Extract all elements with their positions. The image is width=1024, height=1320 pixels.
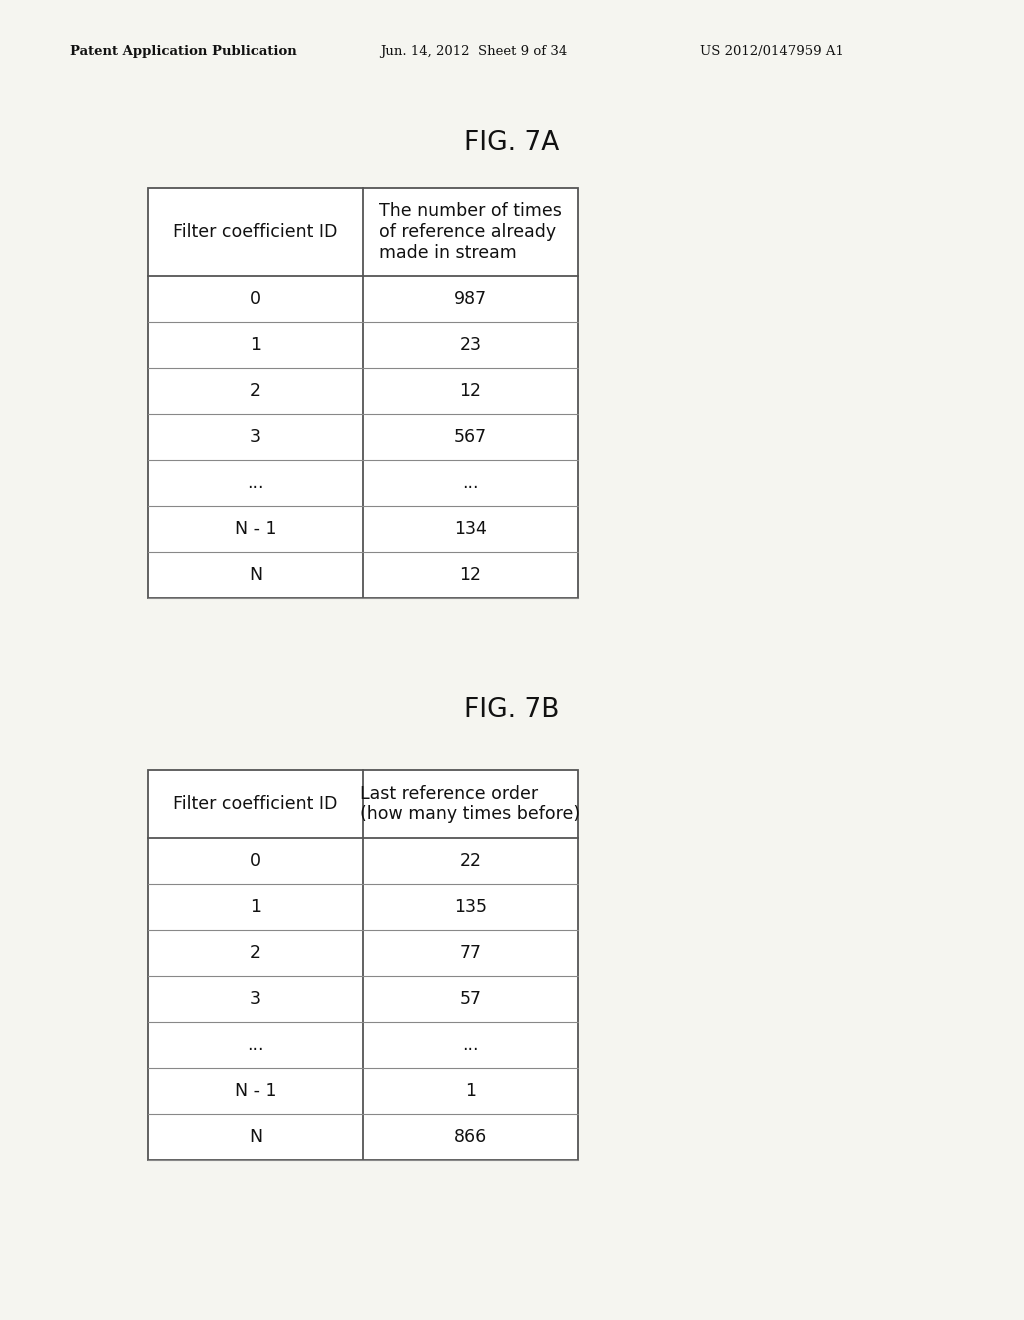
Text: 22: 22 [460, 851, 481, 870]
Text: US 2012/0147959 A1: US 2012/0147959 A1 [700, 45, 844, 58]
Text: 57: 57 [460, 990, 481, 1008]
Text: Patent Application Publication: Patent Application Publication [70, 45, 297, 58]
Text: ...: ... [462, 474, 479, 492]
Text: Filter coefficient ID: Filter coefficient ID [173, 223, 338, 242]
Text: 134: 134 [454, 520, 487, 539]
Text: N: N [249, 1129, 262, 1146]
Text: ...: ... [247, 1036, 264, 1053]
Text: 12: 12 [460, 566, 481, 583]
Text: Last reference order
(how many times before): Last reference order (how many times bef… [360, 784, 581, 824]
Text: 0: 0 [250, 851, 261, 870]
Text: 0: 0 [250, 290, 261, 308]
Text: The number of times
of reference already
made in stream: The number of times of reference already… [379, 202, 562, 261]
Text: 2: 2 [250, 381, 261, 400]
Text: 1: 1 [465, 1082, 476, 1100]
Text: 987: 987 [454, 290, 487, 308]
Text: N - 1: N - 1 [234, 1082, 276, 1100]
Text: ...: ... [247, 474, 264, 492]
Text: Jun. 14, 2012  Sheet 9 of 34: Jun. 14, 2012 Sheet 9 of 34 [380, 45, 567, 58]
Text: FIG. 7B: FIG. 7B [464, 697, 560, 723]
Text: ...: ... [462, 1036, 479, 1053]
Text: N - 1: N - 1 [234, 520, 276, 539]
Text: N: N [249, 566, 262, 583]
Bar [148, 770, 578, 1160]
Text: 77: 77 [460, 944, 481, 962]
Text: 12: 12 [460, 381, 481, 400]
Text: 3: 3 [250, 990, 261, 1008]
Text: 1: 1 [250, 337, 261, 354]
Bar [148, 187, 578, 598]
Text: 567: 567 [454, 428, 487, 446]
Text: 135: 135 [454, 898, 487, 916]
Text: 866: 866 [454, 1129, 487, 1146]
Text: FIG. 7A: FIG. 7A [464, 129, 560, 156]
Text: Filter coefficient ID: Filter coefficient ID [173, 795, 338, 813]
Text: 2: 2 [250, 944, 261, 962]
Text: 1: 1 [250, 898, 261, 916]
Text: 3: 3 [250, 428, 261, 446]
Text: 23: 23 [460, 337, 481, 354]
